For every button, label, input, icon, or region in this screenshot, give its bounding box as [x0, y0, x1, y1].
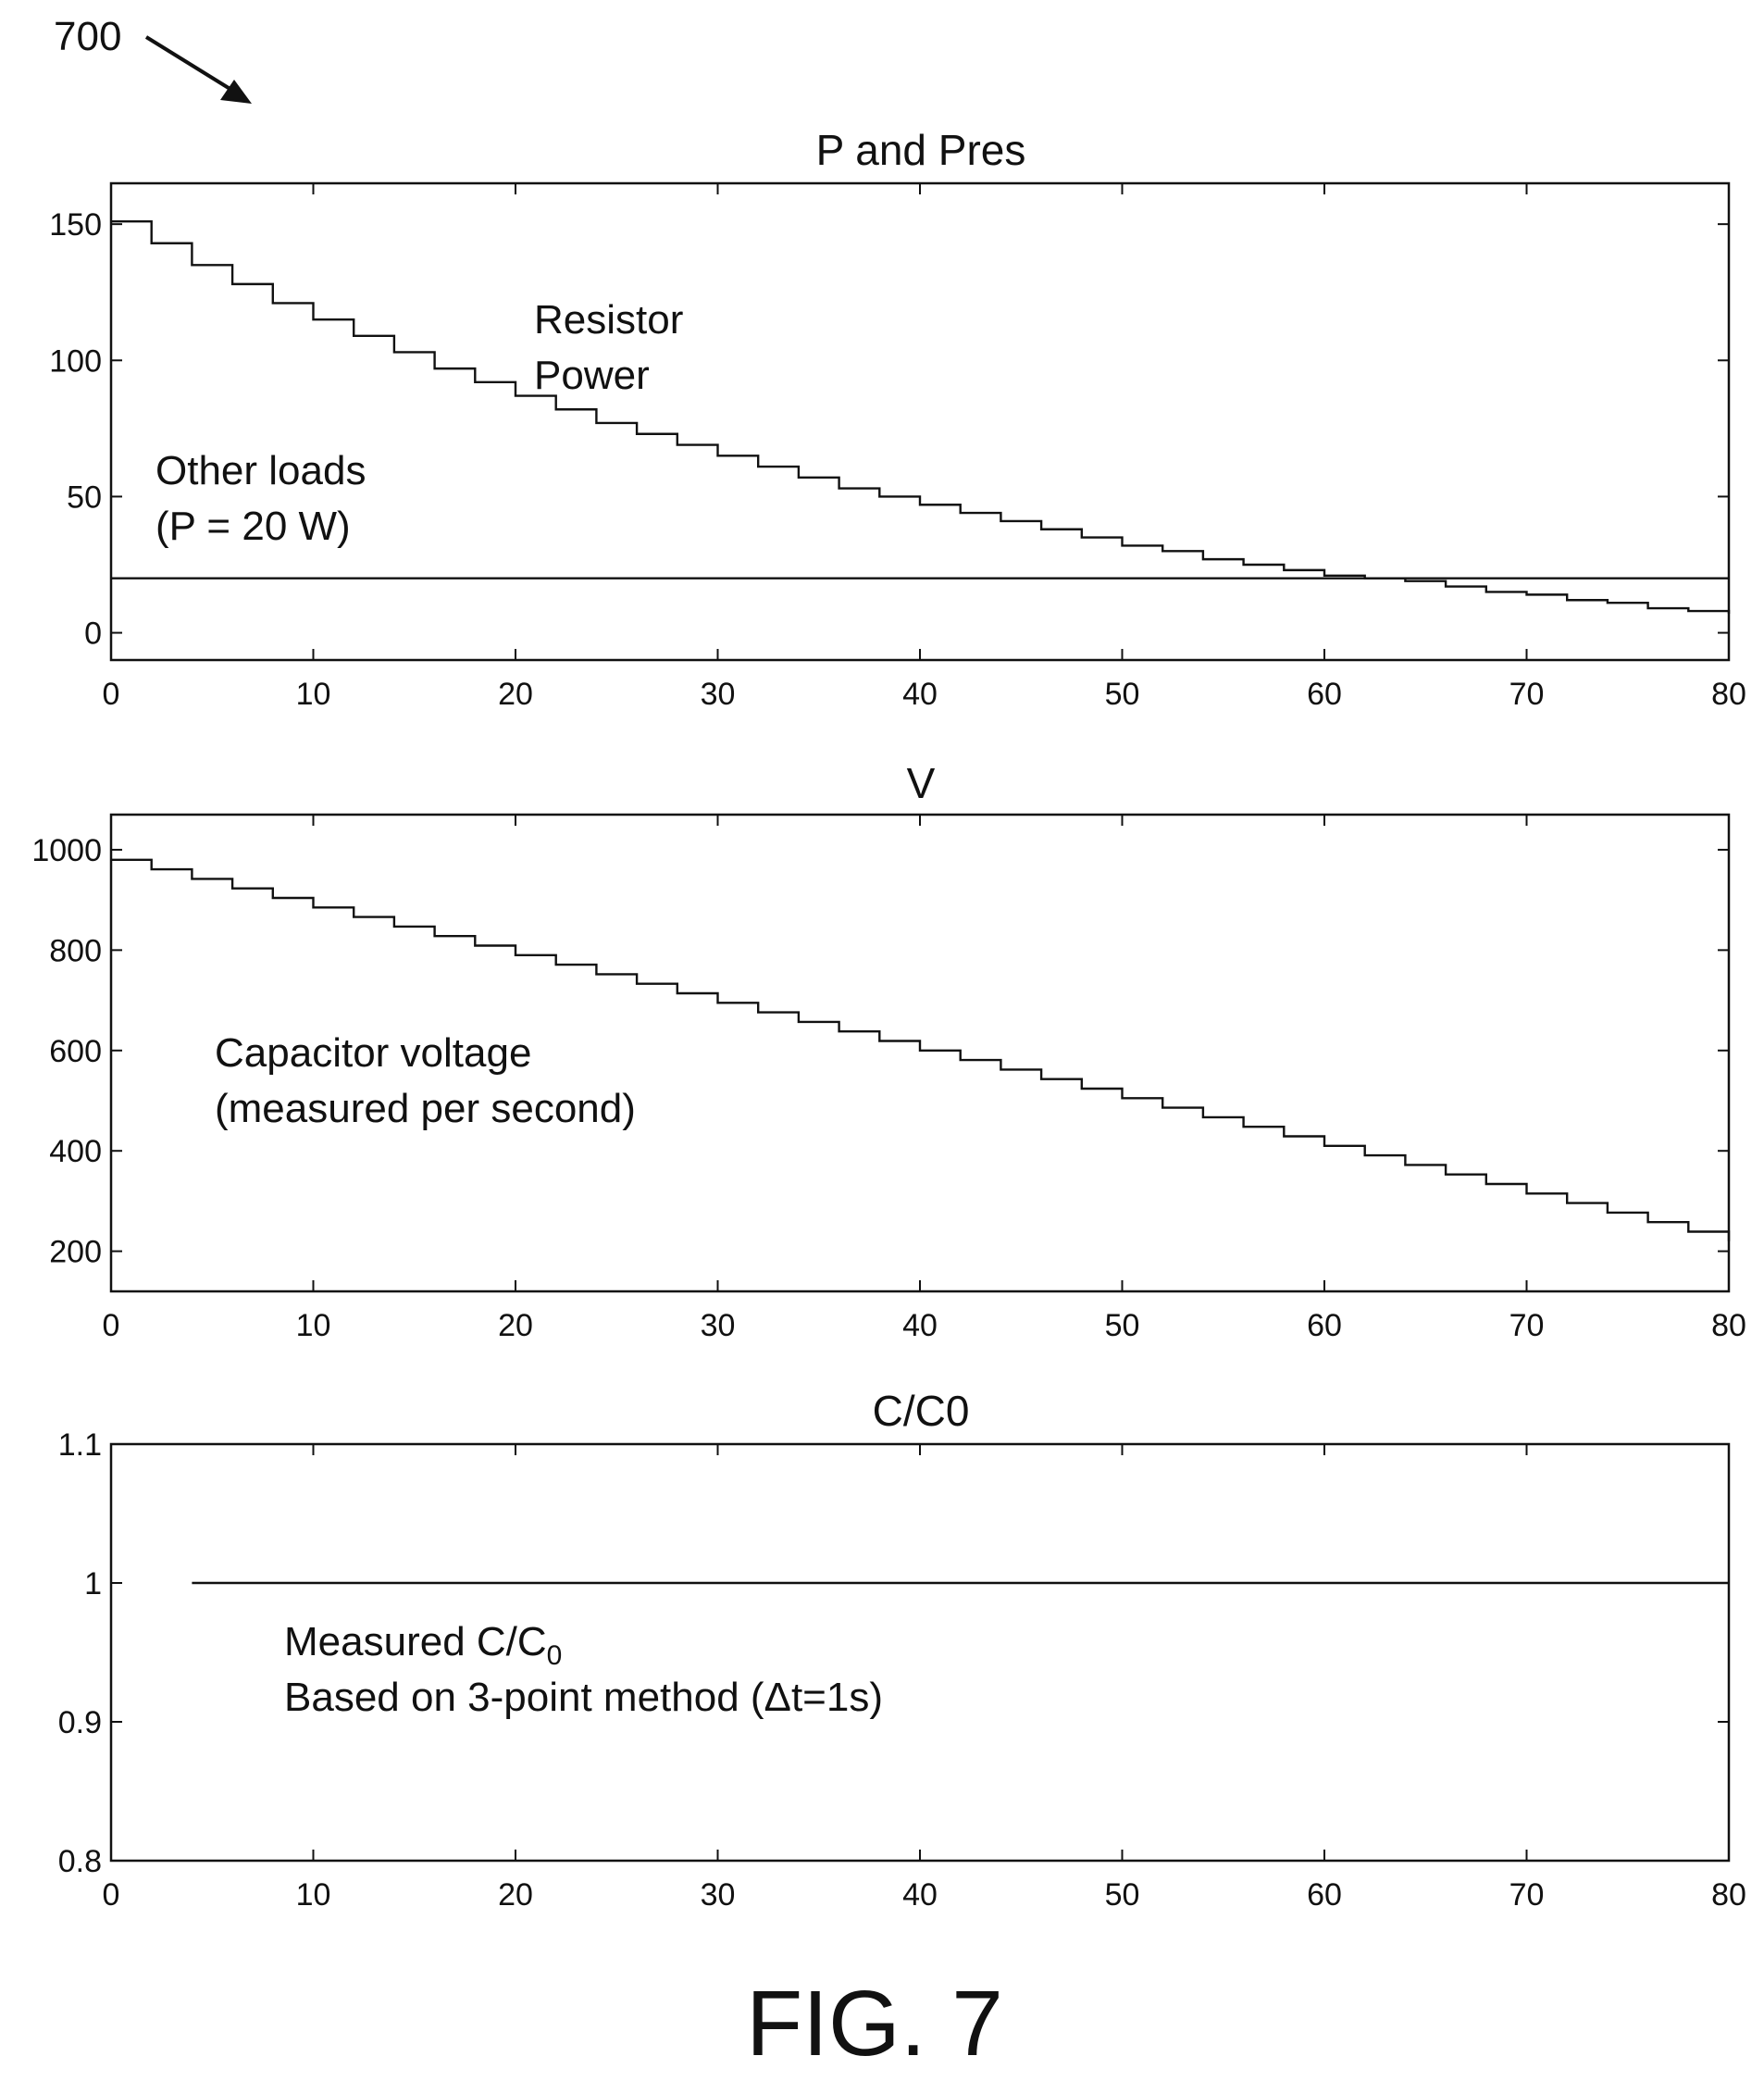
y-tick-label: 1000 [31, 833, 102, 868]
annotation-capacitor-voltage: Capacitor voltage (measured per second) [215, 1030, 636, 1131]
x-tick-label: 20 [498, 1308, 533, 1343]
series-resistor-power [111, 220, 1731, 614]
chart-power: P and Pres 0 10 20 30 40 50 60 70 80 0 50 100 150 Re… [49, 126, 1746, 712]
series-layer [111, 858, 1731, 1241]
x-tick-label: 20 [498, 677, 533, 712]
axis-ticks: 0 10 20 30 40 50 60 70 80 200 400 600 800 1000 [31, 815, 1746, 1343]
annotation-other-loads: Other loads (P = 20 W) [155, 448, 378, 549]
x-tick-label: 30 [701, 1877, 736, 1913]
annotation-line: Measured C/C [284, 1619, 547, 1664]
annotation-line: Other loads [155, 448, 366, 493]
x-tick-label: 50 [1105, 1308, 1140, 1343]
x-tick-label: 80 [1711, 677, 1746, 712]
axis-ticks: 0 10 20 30 40 50 60 70 80 0.8 0.9 1 1.1 [58, 1427, 1746, 1913]
x-tick-label: 10 [296, 1308, 331, 1343]
x-tick-label: 40 [902, 1308, 938, 1343]
figure-ref-number: 700 [54, 14, 121, 59]
y-tick-label: 0.8 [58, 1844, 102, 1879]
x-tick-label: 0 [103, 1308, 120, 1343]
annotation-line: (measured per second) [215, 1086, 636, 1131]
x-tick-label: 30 [701, 1308, 736, 1343]
annotation-line: Capacitor voltage [215, 1030, 531, 1076]
y-tick-label: 1 [84, 1566, 102, 1601]
figure-label: FIG. 7 [746, 1972, 1003, 2075]
y-tick-label: 50 [67, 480, 102, 515]
x-tick-label: 10 [296, 677, 331, 712]
chart-title: P and Pres [816, 126, 1026, 174]
x-tick-label: 10 [296, 1877, 331, 1913]
x-tick-label: 80 [1711, 1308, 1746, 1343]
x-tick-label: 70 [1509, 1308, 1545, 1343]
chart-voltage: V 0 10 20 30 40 50 60 70 80 200 400 600 800 1000 Capa… [31, 759, 1746, 1343]
x-tick-label: 20 [498, 1877, 533, 1913]
x-tick-label: 70 [1509, 1877, 1545, 1913]
y-tick-label: 0 [84, 617, 102, 652]
axis-ticks: 0 10 20 30 40 50 60 70 80 0 50 100 150 [49, 183, 1746, 712]
annotation-line: Power [534, 353, 650, 398]
y-tick-label: 100 [49, 343, 102, 379]
x-tick-label: 30 [701, 677, 736, 712]
y-tick-label: 1.1 [58, 1427, 102, 1463]
x-tick-label: 60 [1307, 1877, 1342, 1913]
chart-title: C/C0 [873, 1387, 970, 1435]
x-tick-label: 80 [1711, 1877, 1746, 1913]
y-tick-label: 400 [49, 1134, 102, 1169]
annotation-line: Based on 3-point method (Δt=1s) [284, 1675, 883, 1720]
annotation-subscript: 0 [547, 1640, 563, 1671]
y-tick-label: 150 [49, 207, 102, 243]
y-tick-label: 0.9 [58, 1705, 102, 1740]
annotation-resistor-power: Resistor Power [534, 297, 695, 398]
x-tick-label: 0 [103, 677, 120, 712]
chart-capacitance: C/C0 0 10 20 30 40 50 60 70 80 0.8 0.9 1 1.1 Measure… [58, 1387, 1746, 1913]
annotation-line: (P = 20 W) [155, 504, 351, 549]
x-tick-label: 50 [1105, 677, 1140, 712]
figure-ref-arrow [144, 35, 252, 104]
annotation-measured-capacitance: Measured C/C0 Based on 3-point method (Δ… [284, 1619, 883, 1720]
x-tick-label: 40 [902, 677, 938, 712]
series-layer [111, 220, 1731, 614]
y-tick-label: 200 [49, 1235, 102, 1270]
y-tick-label: 600 [49, 1034, 102, 1069]
chart-title: V [907, 759, 936, 807]
x-tick-label: 0 [103, 1877, 120, 1913]
x-tick-label: 40 [902, 1877, 938, 1913]
series-capacitor-voltage [111, 858, 1731, 1241]
x-tick-label: 50 [1105, 1877, 1140, 1913]
x-tick-label: 70 [1509, 677, 1545, 712]
x-tick-label: 60 [1307, 677, 1342, 712]
x-tick-label: 60 [1307, 1308, 1342, 1343]
y-tick-label: 800 [49, 933, 102, 968]
annotation-line: Resistor [534, 297, 683, 343]
